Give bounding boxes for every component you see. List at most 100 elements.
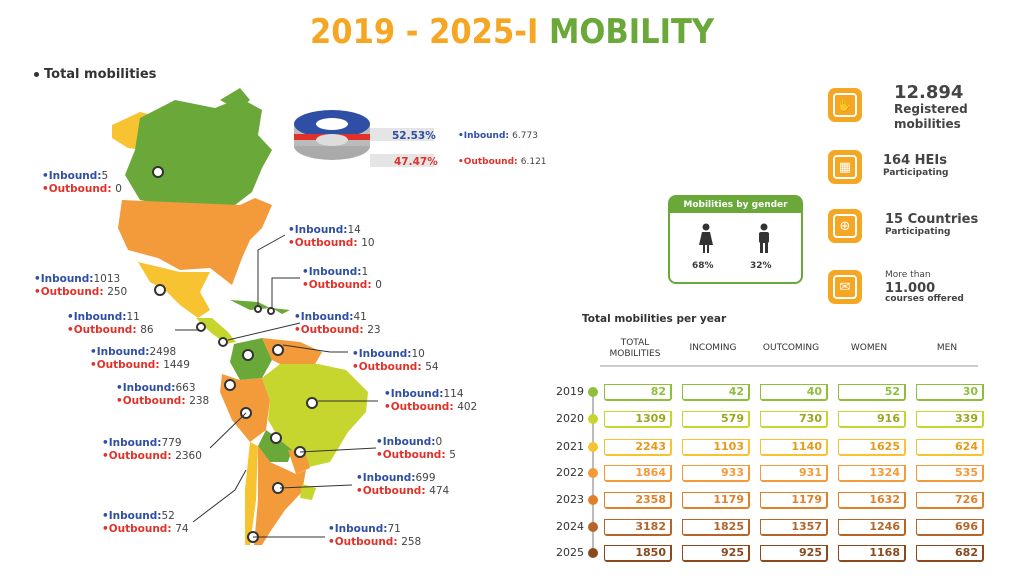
outbound-label: •Outbound:: [376, 449, 446, 461]
male-pct: 32%: [750, 261, 772, 271]
inbound-value: 663: [175, 382, 196, 394]
inbound-label: •Inbound:: [302, 266, 362, 278]
inbound-value: 52: [161, 510, 175, 522]
pin-colombia: [242, 349, 254, 361]
table-cell: 40: [760, 384, 828, 401]
table-cell: 82: [604, 384, 672, 401]
table-cell: 52: [838, 384, 906, 401]
pin-canada: [152, 166, 164, 178]
table-cell: 1864: [604, 465, 672, 482]
inbound-value: 14: [347, 224, 361, 236]
outbound-value: 74: [175, 523, 189, 535]
country-label: •Inbound:71 •Outbound: 258: [328, 523, 421, 549]
female-icon: [699, 223, 713, 253]
country-label: •Inbound:1013 •Outbound: 250: [34, 273, 127, 299]
outbound-value: 5: [449, 449, 456, 461]
table-cell: 2243: [604, 439, 672, 456]
pin-bolivia: [270, 432, 282, 444]
country-label: •Inbound:1 •Outbound: 0: [302, 266, 382, 292]
country-label: •Inbound:2498 •Outbound: 1449: [90, 346, 190, 372]
year-label: 2020: [556, 412, 584, 425]
table-cell: 1625: [838, 439, 906, 456]
outbound-value: 54: [425, 361, 439, 373]
table-cell: 1103: [682, 439, 750, 456]
inbound-label: •Inbound:: [352, 348, 412, 360]
inbound-value: 5: [101, 170, 109, 182]
outbound-label: •Outbound:: [352, 361, 422, 373]
year-label: 2023: [556, 493, 584, 506]
outbound-label: •Outbound:: [356, 485, 426, 497]
outbound-label: •Outbound:: [102, 450, 172, 462]
inbound-label: •Inbound:: [328, 523, 388, 535]
year-label: 2025: [556, 546, 584, 559]
table-cell: 925: [760, 545, 828, 562]
outbound-label: •Outbound:: [294, 324, 364, 336]
outbound-label: •Outbound:: [116, 395, 186, 407]
hand-globe-icon: ✋: [828, 88, 862, 122]
table-cell: 3182: [604, 519, 672, 536]
inbound-label: •Inbound:: [294, 311, 354, 323]
country-label: •Inbound:5 •Outbound: 0: [42, 170, 122, 196]
outbound-value: 10: [361, 237, 375, 249]
outbound-value: 23: [367, 324, 381, 336]
table-cell: 1632: [838, 492, 906, 509]
male-icon: [759, 223, 769, 253]
table-cell: 916: [838, 411, 906, 428]
year-label: 2022: [556, 466, 584, 479]
outbound-value: 0: [115, 183, 122, 195]
gender-panel: Mobilities by gender 68% 32%: [668, 195, 803, 284]
inbound-label: •Inbound:: [288, 224, 348, 236]
donut-outbound-legend: •Outbound: 6.121: [458, 157, 547, 167]
outbound-value: 0: [375, 279, 382, 291]
inbound-value: 10: [411, 348, 425, 360]
inbound-pct: 52.53%: [392, 130, 436, 142]
female-pct: 68%: [692, 261, 714, 271]
outbound-label: •Outbound:: [302, 279, 372, 291]
column-header: WOMEN: [850, 343, 888, 353]
inbound-label: •Inbound:: [90, 346, 150, 358]
country-label: •Inbound:0 •Outbound: 5: [376, 436, 456, 462]
inbound-value: 114: [443, 388, 464, 400]
table-cell: 30: [916, 384, 984, 401]
pin-mexico: [154, 284, 166, 296]
column-header: OUTCOMING: [762, 343, 820, 353]
table-cell: 624: [916, 439, 984, 456]
table-cell: 1168: [838, 545, 906, 562]
country-label: •Inbound:114 •Outbound: 402: [384, 388, 477, 414]
outbound-label: •Outbound:: [42, 183, 112, 195]
country-label: •Inbound:699 •Outbound: 474: [356, 472, 449, 498]
country-label: •Inbound:11 •Outbound: 86: [67, 311, 154, 337]
inbound-value: 41: [353, 311, 367, 323]
outbound-value: 238: [189, 395, 210, 407]
pin-ecuador: [224, 379, 236, 391]
inbound-label: •Inbound:: [67, 311, 127, 323]
pin-cuba: [254, 305, 262, 313]
table-cell: 726: [916, 492, 984, 509]
table-cell: 1324: [838, 465, 906, 482]
outbound-label: •Outbound:: [288, 237, 358, 249]
outbound-value: 474: [429, 485, 450, 497]
page-title: 2019 - 2025-I MOBILITY: [310, 12, 714, 52]
table-cell: 1357: [760, 519, 828, 536]
country-label: •Inbound:10 •Outbound: 54: [352, 348, 439, 374]
inbound-label: •Inbound:: [356, 472, 416, 484]
column-header: INCOMING: [689, 343, 737, 353]
inbound-value: 0: [435, 436, 443, 448]
inbound-label: •Inbound:: [34, 273, 94, 285]
table-cell: 339: [916, 411, 984, 428]
table-cell: 1179: [682, 492, 750, 509]
pin-guatemala: [196, 322, 206, 332]
country-label: •Inbound:779 •Outbound: 2360: [102, 437, 202, 463]
outbound-value: 250: [107, 286, 128, 298]
building-icon: ▦: [828, 150, 862, 184]
table-cell: 696: [916, 519, 984, 536]
bullet-icon: [34, 72, 39, 77]
inbound-value: 11: [126, 311, 140, 323]
inbound-value: 1: [361, 266, 369, 278]
inbound-label: •Inbound:: [42, 170, 102, 182]
inbound-outbound-donut: [294, 110, 434, 167]
outbound-label: •Outbound:: [328, 536, 398, 548]
column-header: TOTAL MOBILITIES: [609, 338, 661, 359]
outbound-pct: 47.47%: [394, 156, 438, 168]
certificate-icon: ✉: [828, 270, 862, 304]
